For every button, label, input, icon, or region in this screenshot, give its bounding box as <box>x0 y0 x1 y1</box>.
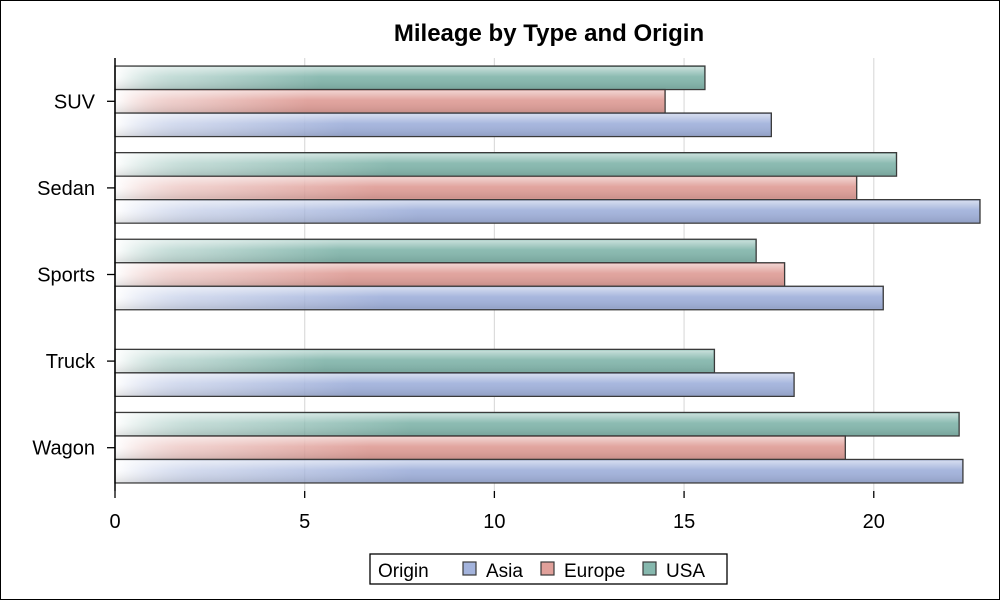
bar-truck-usa-gloss <box>116 350 714 372</box>
bar-sedan-europe-gloss <box>116 177 856 199</box>
x-tick-label-0: 0 <box>109 511 120 533</box>
axes: SUV Sedan Sports Truck Wagon 0 5 10 15 20 <box>32 58 885 533</box>
legend-label-asia: Asia <box>486 561 523 582</box>
legend-label-usa: USA <box>666 561 705 582</box>
y-tick-label-sports: Sports <box>37 265 95 287</box>
bar-sedan-usa-gloss <box>116 153 896 176</box>
bars <box>114 65 981 484</box>
y-tick-label-suv: SUV <box>54 91 96 113</box>
legend-title: Origin <box>378 561 429 582</box>
bar-wagon-usa-gloss <box>116 413 959 435</box>
bar-wagon-europe-gloss <box>116 436 845 459</box>
y-tick-label-truck: Truck <box>46 351 96 373</box>
x-tick-label-20: 20 <box>863 511 885 533</box>
bar-sedan-asia-gloss <box>116 200 979 223</box>
legend-swatch-europe <box>540 561 555 576</box>
bar-truck-asia-gloss <box>116 373 794 396</box>
y-tick-label-wagon: Wagon <box>32 438 95 460</box>
bar-suv-usa-gloss <box>116 67 704 89</box>
x-tick-label-5: 5 <box>299 511 310 533</box>
bar-sports-europe-gloss <box>116 263 784 286</box>
legend-swatch-usa <box>642 561 657 576</box>
legend-label-europe: Europe <box>564 561 625 582</box>
bar-suv-europe-gloss <box>116 90 665 113</box>
bar-sports-asia-gloss <box>116 287 883 309</box>
legend: Origin Asia Europe USA <box>369 553 728 585</box>
y-tick-label-sedan: Sedan <box>37 178 95 200</box>
chart-title: Mileage by Type and Origin <box>394 20 704 47</box>
x-tick-label-10: 10 <box>483 511 505 533</box>
x-tick-label-15: 15 <box>673 511 695 533</box>
bar-sports-usa-gloss <box>116 240 756 262</box>
bar-wagon-asia-gloss <box>116 460 962 482</box>
bar-suv-asia-gloss <box>116 114 771 136</box>
legend-swatch-asia <box>462 561 477 576</box>
